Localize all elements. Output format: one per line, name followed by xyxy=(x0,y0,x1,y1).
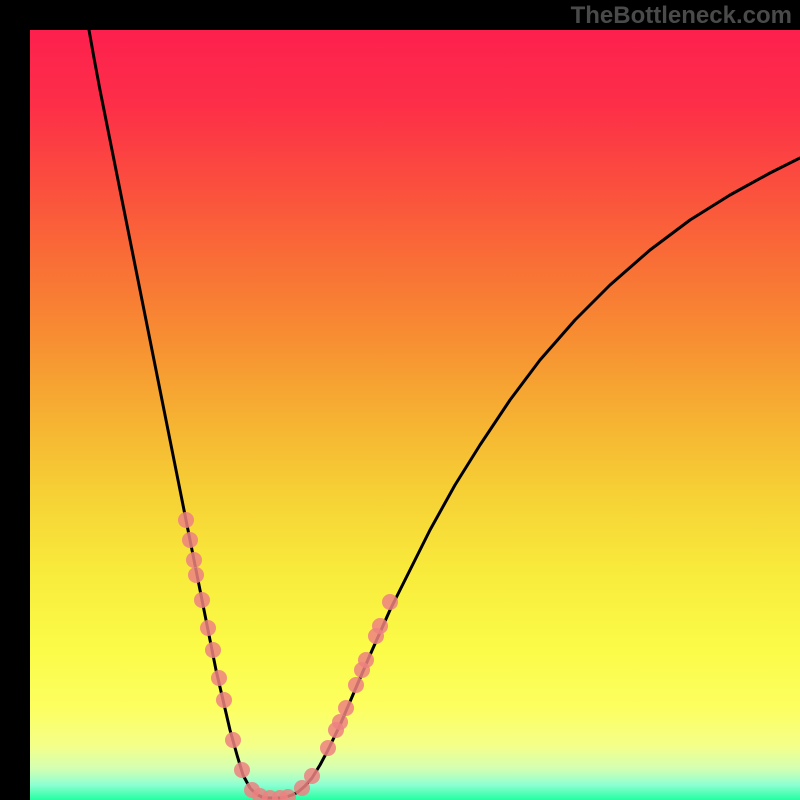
data-marker xyxy=(338,700,354,716)
gradient-background xyxy=(30,30,800,800)
data-marker xyxy=(304,768,320,784)
bottleneck-chart xyxy=(30,30,800,800)
data-marker xyxy=(358,652,374,668)
data-marker xyxy=(205,642,221,658)
data-marker xyxy=(178,512,194,528)
data-marker xyxy=(332,714,348,730)
plot-area xyxy=(30,30,800,800)
data-marker xyxy=(348,677,364,693)
data-marker xyxy=(211,670,227,686)
data-marker xyxy=(372,618,388,634)
data-marker xyxy=(188,567,204,583)
data-marker xyxy=(382,594,398,610)
data-marker xyxy=(194,592,210,608)
data-marker xyxy=(216,692,232,708)
chart-container: TheBottleneck.com xyxy=(0,0,800,800)
data-marker xyxy=(186,552,202,568)
data-marker xyxy=(320,740,336,756)
data-marker xyxy=(225,732,241,748)
data-marker xyxy=(234,762,250,778)
data-marker xyxy=(182,532,198,548)
watermark-text: TheBottleneck.com xyxy=(571,2,792,30)
data-marker xyxy=(200,620,216,636)
